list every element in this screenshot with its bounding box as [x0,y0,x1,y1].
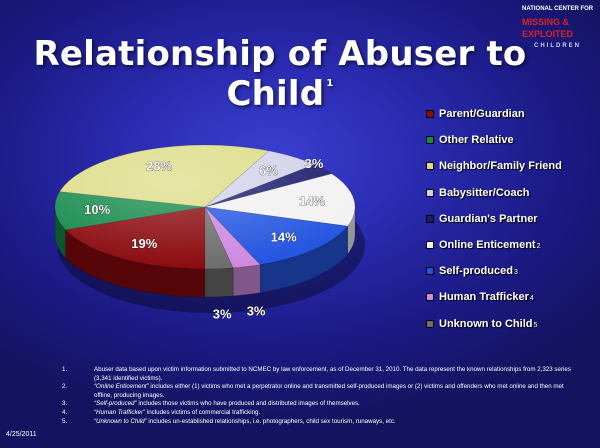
legend-item-parent-guardian: Parent/Guardian [426,106,525,122]
data-label-unknown-to-child: 3% [213,306,232,321]
legend-swatch [426,267,434,276]
legend-label: Self-produced3 [439,265,518,278]
data-label-online-enticement: 14% [299,193,325,208]
footnote-text: Abuser data based upon victim informatio… [94,366,571,382]
data-label-human-trafficker: 3% [247,304,266,319]
footnote-term: “Unknown to Child” [94,417,147,425]
legend-item-online-enticement: Online Enticement2 [426,237,540,253]
data-label-guardian-s-partner: 3% [305,156,324,171]
pie-side-parent-guardian [65,229,206,298]
legend-swatch [426,319,434,328]
legend-footnote-marker: 2 [536,243,541,250]
ncmec-logo: NATIONAL CENTER FOR MISSING & EXPLOITED … [520,4,596,54]
logo-line-3: EXPLOITED [522,29,574,39]
pie-highlight [55,145,355,269]
legend-label: Neighbor/Family Friend [439,160,562,173]
data-label-parent-guardian: 19% [131,236,157,251]
legend-item-guardian-s-partner: Guardian's Partner [426,211,538,227]
legend-footnote-marker: 4 [529,295,534,303]
footnote-number: 2. [62,383,68,391]
footnotes: 1. Abuser data based upon victim informat… [62,366,582,426]
footnote: 5. “Unknown to Child” includes un-establi… [62,418,582,427]
legend-label: Guardian's Partner [439,212,538,225]
legend-swatch [426,241,434,249]
footnote-text: includes either (1) victims who met a pe… [94,383,564,399]
legend-label: Unknown to Child5 [439,317,538,330]
title-footnote-marker: 1 [326,78,334,89]
legend-item-neighbor-family-friend: Neighbor/Family Friend [426,158,562,174]
legend-item-unknown-to-child: Unknown to Child5 [426,316,537,332]
legend-item-self-produced: Self-produced3 [426,263,518,279]
legend-label: Human Trafficker4 [439,291,534,304]
data-label-other-relative: 10% [84,202,110,217]
logo-line-1: NATIONAL CENTER FOR [522,6,594,12]
legend-swatch [426,188,434,197]
data-label-neighbor-family-friend: 28% [146,159,172,174]
legend-item-babysitter-coach: Babysitter/Coach [426,185,529,201]
legend-swatch [426,110,434,118]
logo-line-4: CHILDREN [534,43,581,49]
footnote-text: includes un-established relationships, i… [146,417,396,425]
data-label-self-produced: 14% [271,230,297,245]
slide-title: Relationship of Abuser to Child 1 [33,34,527,114]
footnote-number: 3. [62,400,68,408]
legend-swatch [426,162,434,171]
footnote: 2. “Online Enticement” includes either (1… [62,383,582,400]
footnote: 4. “Human Trafficker” includes victims of… [62,409,582,418]
legend-swatch [426,214,434,223]
legend-label: Other Relative [439,134,514,147]
legend-footnote-marker: 5 [533,321,538,329]
legend-label: Online Enticement2 [439,239,541,251]
footnote-term: “Online Enticement” [94,383,149,391]
pie-side-unknown-to-child [204,267,234,298]
footnote-text: includes those victims who have produced… [136,400,360,408]
footnote: 3. “Self-produced” includes those victims… [62,400,582,409]
legend-item-human-trafficker: Human Trafficker4 [426,289,534,305]
footnote-term: “Self-produced” [94,400,137,408]
footnote-number: 4. [62,408,68,416]
footnote-number: 1. [62,366,68,373]
data-label-babysitter-coach: 6% [259,163,278,178]
legend-swatch [426,136,434,145]
pie-side-human-trafficker [232,264,261,297]
footnote-text: includes victims of commercial trafficki… [145,408,261,416]
legend-footnote-marker: 3 [513,269,518,277]
legend-label: Babysitter/Coach [439,186,530,199]
footnote-term: “Human Trafficker” [94,408,146,416]
slide-date: 4/25/2011 [6,431,37,438]
legend-label: Parent/Guardian [439,108,525,120]
legend-item-other-relative: Other Relative [426,132,514,148]
legend-swatch [426,293,434,302]
footnote-number: 5. [62,417,68,425]
footnote: 1. Abuser data based upon victim informat… [62,366,582,383]
logo-line-2: MISSING & [522,17,570,27]
